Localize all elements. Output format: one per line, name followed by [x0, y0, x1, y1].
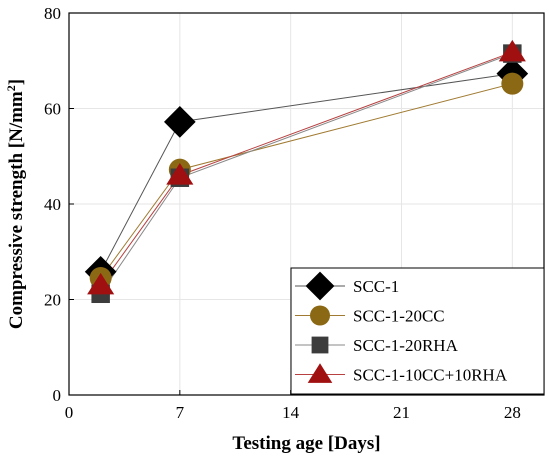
y-tick-label: 80 [44, 4, 61, 23]
legend-label: SCC-1-20RHA [353, 336, 459, 355]
data-point-triangle [87, 272, 115, 295]
y-tick-label: 0 [53, 386, 62, 405]
legend-label: SCC-1-10CC+10RHA [353, 366, 508, 385]
legend-label: SCC-1 [353, 277, 399, 296]
data-point-diamond [163, 106, 196, 138]
y-tick-label: 60 [44, 100, 61, 119]
x-axis-title: Testing age [Days] [232, 433, 380, 454]
series-line-1 [100, 83, 513, 279]
y-axis-ticks: 0 20 40 60 80 [44, 4, 74, 405]
y-axis-title-main: Compressive strength [N/mm [6, 91, 27, 329]
series-line-2 [100, 53, 513, 295]
series-markers [84, 39, 529, 304]
y-axis-title: Compressive strength [N/mm2] [4, 79, 27, 329]
legend-label: SCC-1-20CC [353, 307, 445, 326]
x-tick-label: 28 [504, 403, 521, 422]
x-tick-label: 7 [176, 403, 185, 422]
series-line-3 [100, 51, 513, 286]
legend-marker-triangle [307, 363, 333, 383]
y-tick-label: 20 [44, 291, 61, 310]
x-axis-ticks: 0 7 14 21 28 [65, 390, 521, 422]
y-tick-label: 40 [44, 195, 61, 214]
legend-marker-circle [310, 305, 330, 326]
legend-marker-diamond [305, 271, 335, 301]
data-point-triangle [166, 163, 194, 185]
series-line-0 [100, 73, 513, 273]
legend-box [290, 267, 545, 395]
series-lines [100, 51, 513, 295]
legend-marker-square [311, 336, 329, 354]
x-tick-label: 21 [393, 403, 410, 422]
y-axis-title-superscript: 2 [4, 85, 18, 91]
legend: SCC-1 SCC-1-20CC SCC-1-20RHA SCC-1-10CC+10R… [290, 267, 545, 395]
data-point-triangle [498, 39, 526, 62]
y-axis-title-end: ] [6, 79, 27, 85]
data-point-circle [501, 72, 524, 95]
x-tick-label: 0 [65, 403, 74, 422]
x-tick-label: 14 [282, 403, 300, 422]
